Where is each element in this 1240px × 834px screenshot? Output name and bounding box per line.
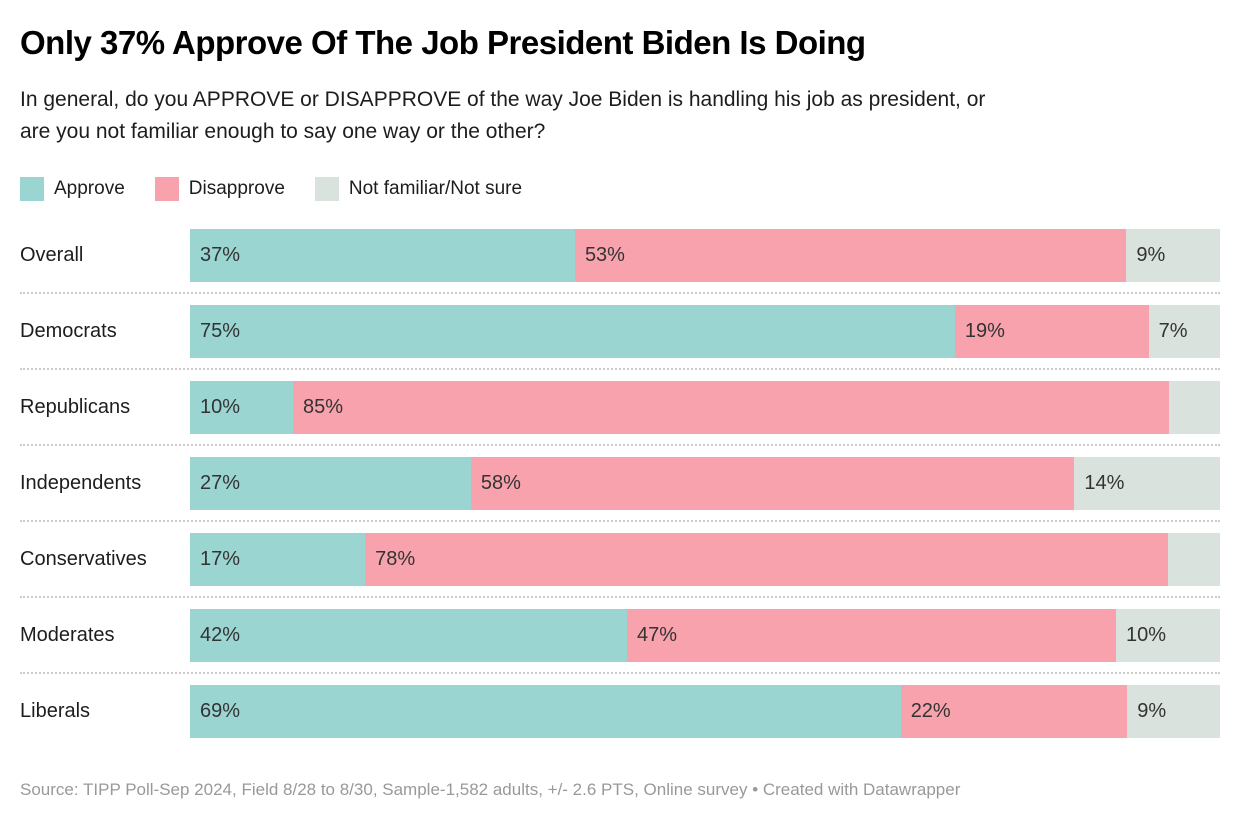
bar-value-label: 37% xyxy=(200,244,241,267)
stacked-bar-chart: Overall 37% 53% 9% Democrats 75% 19% 7% Republic… xyxy=(20,229,1220,739)
bar-segment-not_sure xyxy=(1168,381,1220,435)
category-label: Independents xyxy=(20,472,142,495)
chart-title: Only 37% Approve Of The Job President Bi… xyxy=(20,24,866,61)
bar-moderates: 42% 47% 10% xyxy=(190,609,1220,663)
bar-segment-approve: 37% xyxy=(190,229,575,283)
category-label: Democrats xyxy=(20,320,117,343)
bar-row-conservatives: Conservatives 17% 78% xyxy=(20,533,1220,587)
bar-segment-not_sure: 9% xyxy=(1127,685,1220,739)
bar-segment-approve: 10% xyxy=(190,381,293,435)
bar-segment-not_sure: 9% xyxy=(1126,229,1220,283)
legend-item-not_sure: Not familiar/Not sure xyxy=(314,177,523,202)
row-separator xyxy=(20,444,1220,447)
bar-segment-not_sure: 10% xyxy=(1115,609,1220,663)
bar-row-liberals: Liberals 69% 22% 9% xyxy=(20,685,1220,739)
row-separator xyxy=(20,368,1220,371)
category-label: Overall xyxy=(20,244,84,267)
legend: Approve Disapprove Not familiar/Not sure xyxy=(20,177,1220,202)
bar-value-label: 69% xyxy=(200,700,241,723)
bar-segment-disapprove: 58% xyxy=(470,457,1075,511)
bar-value-label: 42% xyxy=(200,624,241,647)
legend-label-disapprove: Disapprove xyxy=(188,178,285,200)
bar-row-independents: Independents 27% 58% 14% xyxy=(20,457,1220,511)
bar-segment-approve: 17% xyxy=(190,533,366,587)
bar-value-label: 9% xyxy=(1136,244,1166,267)
source-footer: Source: TIPP Poll-Sep 2024, Field 8/28 t… xyxy=(20,780,961,800)
bar-value-label: 53% xyxy=(584,244,625,267)
legend-item-approve: Approve xyxy=(20,177,125,202)
bar-liberals: 69% 22% 9% xyxy=(190,685,1220,739)
bar-value-label: 10% xyxy=(200,396,241,419)
bar-value-label: 58% xyxy=(480,472,521,495)
category-label: Liberals xyxy=(20,700,91,723)
bar-independents: 27% 58% 14% xyxy=(190,457,1220,511)
bar-segment-disapprove: 22% xyxy=(900,685,1128,739)
bar-value-label: 75% xyxy=(200,320,241,343)
bar-value-label: 10% xyxy=(1125,624,1166,647)
bar-overall: 37% 53% 9% xyxy=(190,229,1220,283)
row-separator xyxy=(20,520,1220,523)
bar-value-label: 7% xyxy=(1158,320,1188,343)
bar-value-label: 47% xyxy=(636,624,677,647)
row-separator xyxy=(20,596,1220,599)
legend-label-approve: Approve xyxy=(54,178,125,200)
bar-segment-not_sure: 14% xyxy=(1074,457,1220,511)
bar-democrats: 75% 19% 7% xyxy=(190,305,1220,359)
category-label: Conservatives xyxy=(20,548,147,571)
bar-row-moderates: Moderates 42% 47% 10% xyxy=(20,609,1220,663)
category-label: Moderates xyxy=(20,624,115,647)
bar-value-label: 78% xyxy=(375,548,416,571)
row-separator xyxy=(20,292,1220,295)
bar-segment-disapprove: 47% xyxy=(626,609,1116,663)
legend-label-not_sure: Not familiar/Not sure xyxy=(348,178,523,200)
bar-segment-approve: 42% xyxy=(190,609,627,663)
bar-segment-disapprove: 19% xyxy=(954,305,1149,359)
bar-segment-approve: 75% xyxy=(190,305,955,359)
legend-swatch-approve xyxy=(20,177,44,202)
bar-value-label: 14% xyxy=(1084,472,1125,495)
bar-segment-disapprove: 85% xyxy=(293,381,1169,435)
bar-value-label: 22% xyxy=(910,700,951,723)
bar-value-label: 85% xyxy=(303,396,344,419)
category-label: Republicans xyxy=(20,396,131,419)
legend-swatch-disapprove xyxy=(154,177,179,202)
bar-value-label: 19% xyxy=(964,320,1005,343)
row-separator xyxy=(20,672,1220,675)
bar-segment-disapprove: 53% xyxy=(574,229,1127,283)
bar-segment-not_sure: 7% xyxy=(1148,305,1220,359)
bar-row-republicans: Republicans 10% 85% xyxy=(20,381,1220,435)
bar-segment-not_sure xyxy=(1168,533,1220,587)
bar-value-label: 17% xyxy=(200,548,241,571)
bar-segment-approve: 27% xyxy=(190,457,471,511)
bar-conservatives: 17% 78% xyxy=(190,533,1220,587)
bar-row-democrats: Democrats 75% 19% 7% xyxy=(20,305,1220,359)
bar-value-label: 27% xyxy=(200,472,241,495)
bar-segment-approve: 69% xyxy=(190,685,901,739)
bar-value-label: 9% xyxy=(1137,700,1167,723)
bar-row-overall: Overall 37% 53% 9% xyxy=(20,229,1220,283)
legend-swatch-not_sure xyxy=(314,177,339,202)
chart-subtitle: In general, do you APPROVE or DISAPPROVE… xyxy=(20,88,986,143)
legend-item-disapprove: Disapprove xyxy=(154,177,285,202)
bar-segment-disapprove: 78% xyxy=(365,533,1169,587)
bar-republicans: 10% 85% xyxy=(190,381,1220,435)
